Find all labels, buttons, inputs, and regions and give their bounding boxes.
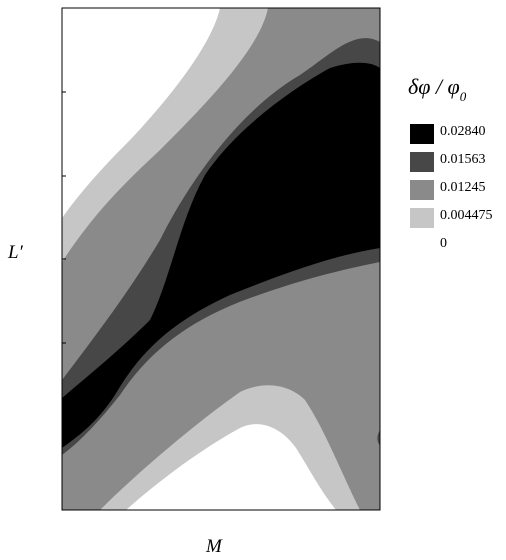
contour-region-below-0-top <box>62 8 220 218</box>
legend-title-main: δφ / φ <box>408 74 460 99</box>
x-axis-label: M <box>206 536 222 557</box>
legend-label: 0.01563 <box>440 152 486 167</box>
contour-edge-feature <box>377 430 380 446</box>
legend-label: 0.004475 <box>440 208 493 223</box>
legend-label: 0.01245 <box>440 180 486 195</box>
y-axis-label: L′ <box>8 242 23 263</box>
y-axis-ticks <box>62 91 66 427</box>
legend-label: 0.02840 <box>440 124 486 139</box>
legend-title: δφ / φ0 <box>408 74 466 104</box>
legend-swatch <box>410 180 434 200</box>
legend-swatch <box>410 152 434 172</box>
legend-swatch <box>410 236 434 256</box>
legend-label: 0 <box>440 236 447 251</box>
legend-swatch <box>410 124 434 144</box>
contour-region-below-0-bottom <box>126 424 336 510</box>
contour-level-0.02840 <box>62 62 380 448</box>
legend-swatch <box>410 208 434 228</box>
legend-title-subscript: 0 <box>459 89 467 104</box>
